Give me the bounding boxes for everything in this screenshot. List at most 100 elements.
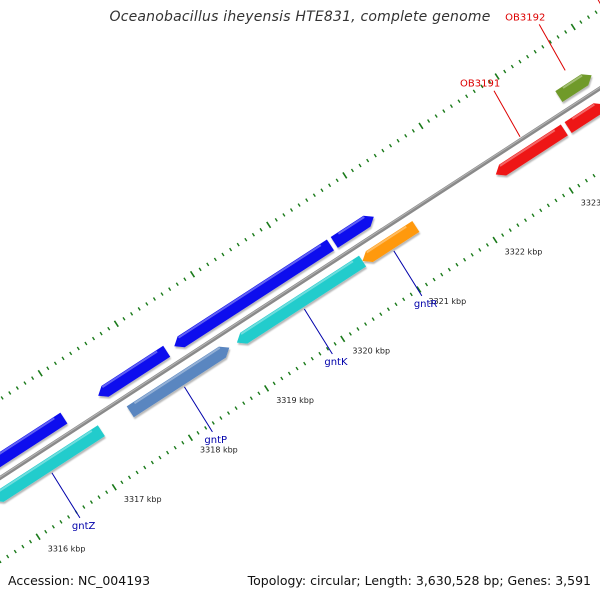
- tick-inner-minor: [539, 208, 543, 213]
- tick-outer-minor: [518, 59, 522, 64]
- tick-outer-minor: [404, 133, 408, 138]
- tick-outer-minor: [396, 138, 400, 143]
- leader-gntz: [51, 472, 81, 519]
- tick-inner-minor: [127, 475, 132, 480]
- tick-outer-minor: [274, 218, 278, 222]
- tick-inner-minor: [150, 460, 154, 465]
- tick-outer-minor: [15, 386, 19, 390]
- tick-outer-minor: [175, 282, 179, 287]
- tick-inner-minor: [59, 520, 63, 524]
- tick-inner-minor: [424, 282, 429, 287]
- tick-outer-minor: [564, 30, 568, 34]
- tick-outer-minor: [0, 396, 4, 400]
- gene-gntr: [362, 221, 420, 262]
- tick-outer-minor: [533, 49, 537, 54]
- tick-inner-minor: [249, 396, 253, 401]
- tick-labels: 3316 kbp 3317 kbp 3318 kbp 3319 kbp 3320 kbp…: [48, 198, 600, 553]
- gene-ob3192-highlight: [562, 74, 583, 89]
- tick-inner-minor: [379, 312, 383, 317]
- tick-outer-minor: [586, 15, 591, 19]
- gene-gntk: [236, 255, 367, 344]
- feature-3-highlight: [337, 216, 365, 235]
- tick-inner-minor: [577, 183, 581, 188]
- tick-label-3316: 3316 kbp: [48, 544, 86, 553]
- tick-outer-minor: [61, 356, 65, 361]
- tick-inner-minor: [204, 426, 208, 430]
- gene-gntp: [126, 346, 230, 418]
- tick-outer-minor: [548, 40, 552, 44]
- gene-gntk-highlight: [240, 260, 354, 335]
- tick-outer-minor: [31, 376, 35, 380]
- tick-inner-minor: [226, 411, 231, 415]
- tick-outer-minor: [556, 35, 560, 39]
- tick-inner-major: [111, 483, 117, 491]
- tick-outer-minor: [137, 307, 141, 311]
- tick-outer-minor: [152, 297, 156, 301]
- tick-outer-minor: [229, 247, 233, 252]
- gene-label-ob3191: OB3191: [460, 79, 500, 90]
- tick-marks-inner: [0, 173, 596, 564]
- tick-inner-minor: [592, 173, 596, 178]
- tick-inner-major: [264, 384, 270, 392]
- tick-outer-minor: [183, 277, 187, 282]
- tick-outer-minor: [480, 84, 484, 89]
- gene-ob3192-body: [555, 74, 592, 102]
- gene-ob3191-highlight: [499, 129, 556, 167]
- leader-ob3192: [538, 24, 566, 71]
- tick-outer-minor: [526, 54, 530, 59]
- tick-inner-minor: [523, 218, 528, 223]
- feature-3: [330, 215, 374, 248]
- tick-inner-minor: [287, 371, 291, 376]
- tick-outer-minor: [130, 312, 134, 316]
- feature-2: [174, 239, 334, 348]
- tick-inner-minor: [531, 213, 535, 218]
- tick-inner-minor: [158, 455, 162, 460]
- tick-outer-minor: [350, 168, 354, 173]
- tick-outer-minor: [503, 69, 507, 74]
- leader-ob3191: [493, 90, 521, 137]
- tick-inner-minor: [166, 450, 170, 455]
- tick-inner-major: [492, 236, 498, 244]
- tick-inner-minor: [562, 193, 566, 198]
- gene-gntz-highlight: [0, 430, 93, 492]
- map-title: Oceanobacillus iheyensis HTE831, complet…: [109, 9, 491, 25]
- tick-outer-minor: [442, 109, 446, 113]
- tick-inner-minor: [82, 505, 86, 509]
- tick-outer-major: [37, 369, 43, 377]
- tick-inner-minor: [272, 381, 276, 386]
- tick-outer-major: [113, 320, 119, 328]
- tick-inner-minor: [348, 332, 352, 336]
- feature-4-body: [564, 103, 600, 133]
- gene-gntr-body: [362, 221, 420, 262]
- tick-inner-minor: [257, 391, 261, 396]
- gene-gntz: [0, 425, 105, 502]
- tick-inner-minor: [120, 480, 124, 485]
- tick-outer-minor: [388, 143, 393, 148]
- tick-inner-minor: [455, 262, 459, 267]
- tick-inner-minor: [386, 307, 390, 312]
- tick-label-3323: 3323 kbp: [581, 198, 600, 207]
- tick-inner-minor: [219, 416, 223, 420]
- tick-inner-minor: [402, 297, 406, 302]
- tick-outer-minor: [198, 267, 202, 272]
- tick-inner-minor: [234, 406, 238, 410]
- tick-outer-minor: [579, 20, 583, 24]
- tick-inner-minor: [447, 267, 451, 272]
- tick-inner-major: [35, 533, 41, 541]
- feature-2-highlight: [177, 244, 322, 339]
- tick-outer-minor: [335, 178, 339, 183]
- gene-gntp-body: [126, 346, 230, 418]
- tick-outer-minor: [221, 252, 225, 257]
- tick-label-3319: 3319 kbp: [276, 396, 314, 405]
- tick-outer-minor: [541, 44, 545, 49]
- backbone-line: [0, 85, 600, 481]
- feature-4-highlight: [571, 103, 595, 120]
- gene-ob3192: [555, 74, 592, 102]
- tick-outer-minor: [358, 163, 362, 168]
- tick-outer-minor: [76, 346, 80, 351]
- feature-2-body: [174, 239, 334, 348]
- tick-outer-major: [570, 23, 576, 31]
- tick-outer-minor: [366, 158, 370, 163]
- tick-outer-minor: [320, 188, 324, 193]
